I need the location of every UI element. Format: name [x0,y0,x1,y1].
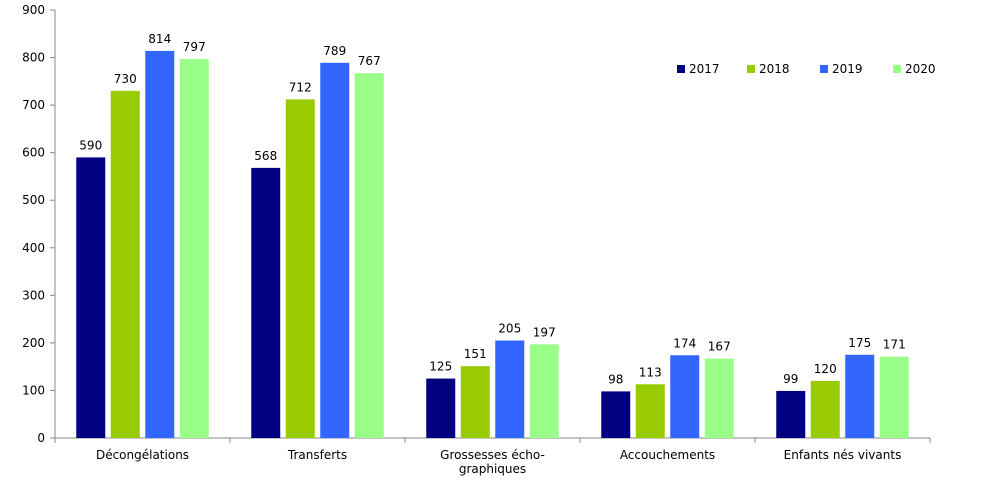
data-label: 789 [323,44,346,58]
bar-2018 [110,90,140,438]
data-label: 151 [464,347,487,361]
bar-2019 [145,50,175,439]
data-label: 175 [848,336,871,350]
y-tick-label: 800 [22,51,45,65]
bar-2020 [354,73,384,438]
data-labels: 590 730 814 797 568 712 789 767 125 151 205 197 98 11… [79,32,905,386]
bar-2019 [845,354,875,438]
y-tick-label: 700 [22,98,45,112]
bar-2018 [460,366,490,438]
bar-2017 [776,390,806,438]
bar-2019 [495,340,525,438]
x-category-label: Décongélations [96,448,189,462]
x-category-label: Enfants nés vivants [784,448,902,462]
data-label: 568 [254,149,277,163]
bar-2018 [635,384,665,438]
x-category-label: Transferts [287,448,347,462]
legend-swatch [820,65,828,73]
axes: 0 100 200 300 400 500 600 700 800 900 Décongélatio… [22,3,931,476]
bar-2020 [704,358,734,438]
data-label: 99 [783,372,798,386]
bar-2017 [601,391,631,438]
bar-2020 [879,356,909,438]
legend-label: 2020 [905,62,936,76]
data-label: 730 [114,72,137,86]
y-tick-label: 400 [22,241,45,255]
bar-2018 [810,380,840,438]
data-label: 98 [608,372,623,386]
data-label: 205 [498,322,521,336]
data-label: 712 [289,80,312,94]
y-tick-label: 200 [22,336,45,350]
legend-swatch [893,65,901,73]
legend-swatch [747,65,755,73]
legend-swatch [677,65,685,73]
bar-2020 [529,344,559,438]
y-tick-label: 600 [22,146,45,160]
y-tick-label: 100 [22,383,45,397]
data-label: 125 [429,360,452,374]
x-category-label: Accouchements [620,448,715,462]
data-label: 197 [533,325,556,339]
bar-2017 [251,167,281,438]
legend-label: 2018 [759,62,790,76]
bar-2018 [285,99,315,438]
data-label: 814 [148,32,171,46]
bar-2019 [320,62,350,438]
x-category-label: Grossesses écho-graphiques [440,448,545,476]
y-tick-label: 500 [22,193,45,207]
y-tick-label: 900 [22,3,45,17]
y-tick-label: 0 [37,431,45,445]
bar-2017 [76,157,106,438]
data-label: 171 [883,338,906,352]
legend-label: 2017 [689,62,720,76]
bar-2020 [179,58,209,438]
bars [76,50,909,439]
legend-label: 2019 [832,62,863,76]
legend: 2017 2018 2019 2020 [677,62,936,76]
data-label: 120 [814,362,837,376]
data-label: 797 [183,40,206,54]
data-label: 167 [708,340,731,354]
y-tick-label: 300 [22,288,45,302]
bar-2019 [670,355,700,438]
data-label: 767 [358,54,381,68]
bar-2017 [426,378,456,438]
data-label: 174 [673,336,696,350]
data-label: 590 [79,138,102,152]
data-label: 113 [639,365,662,379]
